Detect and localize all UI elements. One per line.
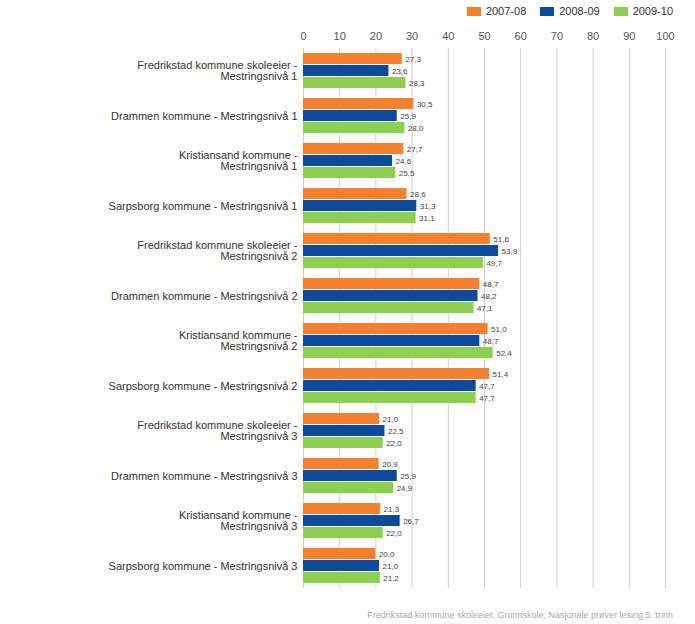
svg-text:10: 10 (334, 30, 346, 42)
html-text:2009-10: 2009-10 (632, 5, 673, 17)
svg-text:52,4: 52,4 (496, 349, 512, 358)
svg-text:30,5: 30,5 (417, 100, 433, 109)
svg-text:70: 70 (551, 30, 563, 42)
svg-text:Drammen kommune - Mestringsniv: Drammen kommune - Mestringsnivå 3 (111, 470, 297, 482)
svg-text:20: 20 (370, 30, 382, 42)
svg-text:21,2: 21,2 (383, 574, 399, 583)
svg-text:27,7: 27,7 (407, 145, 423, 154)
svg-text:21,3: 21,3 (384, 505, 400, 514)
svg-text:30: 30 (406, 30, 418, 42)
svg-text:25,9: 25,9 (400, 112, 416, 121)
svg-text:25,9: 25,9 (400, 472, 416, 481)
svg-text:Fredrikstad kommune skoleeier: Fredrikstad kommune skoleeier -Mestrings… (137, 59, 298, 82)
svg-text:22,5: 22,5 (388, 427, 404, 436)
svg-text:Drammen kommune - Mestringsniv: Drammen kommune - Mestringsnivå 2 (111, 290, 297, 302)
svg-text:48,7: 48,7 (483, 280, 499, 289)
html-text:2008-09: 2008-09 (559, 5, 600, 17)
svg-text:80: 80 (587, 30, 599, 42)
svg-text:22,0: 22,0 (386, 439, 402, 448)
svg-text:Drammen kommune - Mestringsniv: Drammen kommune - Mestringsnivå 1 (111, 110, 297, 122)
svg-text:31,3: 31,3 (420, 202, 436, 211)
svg-text:90: 90 (623, 30, 635, 42)
svg-text:100: 100 (656, 30, 674, 42)
svg-text:31,1: 31,1 (419, 214, 435, 223)
svg-text:47,7: 47,7 (479, 382, 495, 391)
svg-text:40: 40 (442, 30, 454, 42)
svg-text:Sarpsborg kommune - Mestringsn: Sarpsborg kommune - Mestringsnivå 1 (109, 200, 298, 212)
svg-text:21,0: 21,0 (383, 415, 399, 424)
svg-text:47,1: 47,1 (477, 304, 493, 313)
svg-text:28,6: 28,6 (410, 190, 426, 199)
svg-text:60: 60 (515, 30, 527, 42)
svg-text:Kristiansand kommune -Mestring: Kristiansand kommune -Mestringsnivå 1 (179, 149, 298, 172)
svg-text:Sarpsborg kommune - Mestringsn: Sarpsborg kommune - Mestringsnivå 2 (109, 380, 298, 392)
svg-text:51,6: 51,6 (493, 235, 509, 244)
svg-text:53,9: 53,9 (502, 247, 518, 256)
svg-text:Sarpsborg kommune - Mestringsn: Sarpsborg kommune - Mestringsnivå 3 (109, 560, 298, 572)
svg-text:20,0: 20,0 (379, 550, 395, 559)
svg-text:51,0: 51,0 (491, 325, 507, 334)
svg-text:49,7: 49,7 (486, 259, 502, 268)
svg-text:Kristiansand kommune -Mestring: Kristiansand kommune -Mestringsnivå 3 (179, 509, 298, 532)
svg-text:28,3: 28,3 (409, 79, 425, 88)
svg-text:Fredrikstad kommune skoleeier: Fredrikstad kommune skoleeier -Mestrings… (137, 419, 298, 442)
svg-text:47,7: 47,7 (479, 394, 495, 403)
svg-text:25,5: 25,5 (399, 169, 415, 178)
svg-text:23,6: 23,6 (392, 67, 408, 76)
svg-text:51,4: 51,4 (493, 370, 509, 379)
svg-text:50: 50 (478, 30, 490, 42)
svg-text:26,7: 26,7 (403, 517, 419, 526)
html-text:Fredrikstad kommune skoleeier,: Fredrikstad kommune skoleeier, Grunnskol… (367, 610, 673, 620)
html-text:2007-08: 2007-08 (485, 5, 527, 17)
svg-text:Kristiansand kommune -Mestring: Kristiansand kommune -Mestringsnivå 2 (179, 329, 298, 352)
svg-text:48,2: 48,2 (481, 292, 497, 301)
svg-text:Fredrikstad kommune skoleeier: Fredrikstad kommune skoleeier -Mestrings… (137, 239, 298, 262)
svg-text:27,3: 27,3 (405, 55, 421, 64)
svg-text:24,6: 24,6 (396, 157, 412, 166)
svg-text:21,0: 21,0 (383, 562, 399, 571)
svg-text:22,0: 22,0 (386, 529, 402, 538)
svg-text:0: 0 (300, 30, 306, 42)
svg-text:48,7: 48,7 (483, 337, 499, 346)
svg-text:20,9: 20,9 (382, 460, 398, 469)
svg-text:28,0: 28,0 (408, 124, 424, 133)
svg-text:24,9: 24,9 (397, 484, 413, 493)
